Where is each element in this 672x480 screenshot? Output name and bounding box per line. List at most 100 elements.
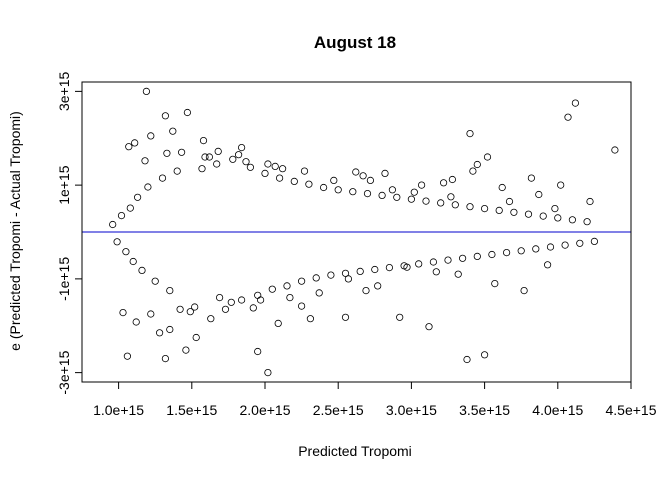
data-point bbox=[178, 148, 186, 156]
data-point bbox=[403, 263, 411, 271]
data-point bbox=[327, 271, 335, 279]
data-point bbox=[469, 167, 477, 175]
data-point bbox=[341, 313, 350, 321]
data-point bbox=[341, 269, 350, 277]
y-tick-label: 3e+15 bbox=[56, 72, 72, 112]
data-point bbox=[429, 258, 437, 266]
data-point bbox=[122, 248, 130, 256]
data-point bbox=[551, 205, 559, 213]
data-point bbox=[352, 168, 360, 176]
data-point bbox=[278, 165, 287, 173]
data-point bbox=[444, 256, 452, 264]
x-axis-label: Predicted Tropomi bbox=[298, 443, 412, 459]
x-tick-label: 3.5e+15 bbox=[459, 402, 510, 418]
data-point bbox=[359, 172, 367, 180]
data-point bbox=[123, 352, 132, 360]
x-tick-label: 4.0e+15 bbox=[532, 402, 583, 418]
data-point bbox=[535, 190, 543, 199]
data-point bbox=[473, 160, 481, 169]
data-point bbox=[141, 157, 149, 165]
data-point bbox=[126, 204, 134, 212]
data-point bbox=[238, 144, 246, 152]
data-point bbox=[505, 197, 514, 206]
data-point bbox=[480, 351, 489, 359]
data-point bbox=[371, 265, 379, 274]
data-point bbox=[166, 286, 174, 295]
data-point bbox=[261, 169, 269, 177]
data-point bbox=[319, 183, 328, 192]
data-point bbox=[125, 143, 133, 151]
data-point bbox=[216, 293, 224, 302]
x-axis: 1.0e+15 1.5e+15 2.0e+15 2.5e+15 3.0e+15 3.5e+… bbox=[93, 382, 657, 418]
data-point bbox=[488, 250, 496, 259]
data-point bbox=[583, 218, 591, 226]
data-point bbox=[290, 177, 298, 185]
data-point bbox=[349, 188, 357, 196]
data-point bbox=[306, 315, 314, 323]
data-point bbox=[561, 241, 569, 249]
data-point bbox=[520, 286, 528, 295]
x-tick-label: 2.5e+15 bbox=[313, 402, 364, 418]
y-axis-label: e (Predicted Tropomi - Actual Tropomi) bbox=[7, 111, 23, 351]
data-point bbox=[131, 139, 139, 147]
data-point bbox=[117, 212, 126, 220]
data-point bbox=[422, 197, 430, 205]
data-point bbox=[147, 310, 155, 318]
data-point bbox=[491, 279, 499, 288]
data-point bbox=[254, 291, 262, 299]
data-point bbox=[183, 108, 191, 117]
data-point bbox=[274, 319, 282, 327]
data-point bbox=[517, 247, 525, 255]
data-point bbox=[182, 346, 190, 354]
data-point bbox=[158, 174, 167, 182]
data-point bbox=[186, 308, 194, 316]
data-point bbox=[334, 186, 342, 194]
data-point bbox=[297, 277, 306, 285]
data-point bbox=[381, 169, 389, 177]
data-point bbox=[227, 298, 235, 306]
data-point bbox=[568, 216, 577, 224]
data-point bbox=[448, 175, 456, 184]
data-point bbox=[132, 318, 140, 326]
data-point bbox=[300, 167, 309, 175]
data-point bbox=[286, 293, 294, 302]
data-point bbox=[524, 210, 533, 218]
data-point bbox=[312, 274, 320, 282]
data-point bbox=[344, 275, 352, 283]
data-point bbox=[539, 212, 547, 220]
data-point bbox=[151, 277, 159, 285]
data-point bbox=[173, 167, 181, 175]
data-point bbox=[564, 113, 572, 121]
data-point bbox=[546, 243, 555, 251]
data-point bbox=[166, 325, 174, 334]
data-point bbox=[480, 205, 489, 213]
data-point bbox=[113, 238, 121, 246]
data-point bbox=[198, 165, 206, 173]
data-point bbox=[192, 333, 200, 342]
x-tick-label: 4.5e+15 bbox=[606, 402, 657, 418]
data-point bbox=[129, 257, 137, 266]
data-point bbox=[275, 174, 284, 182]
data-point bbox=[213, 160, 221, 168]
data-point bbox=[169, 127, 177, 135]
data-point bbox=[134, 193, 142, 201]
data-point bbox=[249, 304, 257, 312]
data-point bbox=[458, 254, 467, 262]
data-point bbox=[315, 289, 323, 297]
data-point bbox=[374, 282, 382, 290]
data-point bbox=[191, 303, 199, 311]
data-points bbox=[109, 87, 619, 377]
data-point bbox=[221, 305, 230, 313]
data-point bbox=[396, 313, 404, 321]
data-point bbox=[571, 99, 580, 107]
data-point bbox=[437, 199, 445, 207]
data-point bbox=[119, 308, 127, 317]
data-point bbox=[543, 261, 552, 269]
data-point bbox=[447, 193, 455, 201]
data-point bbox=[557, 181, 565, 189]
data-point bbox=[305, 180, 313, 188]
data-point bbox=[586, 197, 594, 206]
data-point bbox=[407, 195, 415, 203]
data-point bbox=[271, 162, 279, 170]
data-point bbox=[138, 266, 146, 274]
